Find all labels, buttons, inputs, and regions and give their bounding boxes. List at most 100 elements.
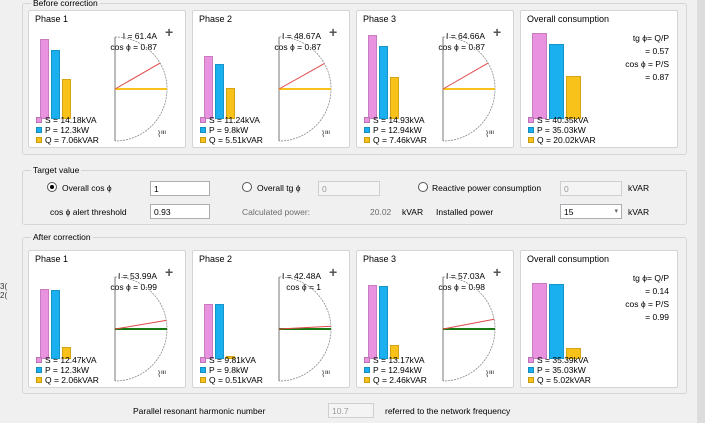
calculated-power-value: 20.02: [370, 207, 392, 217]
swatch-p: [36, 127, 42, 133]
apparent-power: S = 35.39kVA: [537, 355, 589, 365]
phase-readout: I = 64.66A cos ϕ = 0.87: [433, 31, 485, 53]
swatch-s: [200, 117, 206, 123]
overall-tg-label: Overall tg ϕ: [257, 183, 301, 193]
legend-q: Q = 5.02kVAR: [528, 375, 591, 385]
plus-icon[interactable]: +: [165, 24, 174, 40]
phase-cos: cos ϕ = 0.87: [110, 42, 157, 52]
gauge-apparent-line: [114, 319, 167, 330]
legend-q: Q = 2.46kVAR: [364, 375, 427, 385]
swatch-q: [528, 377, 534, 383]
apparent-power: S = 9.81kVA: [209, 355, 256, 365]
swatch-s: [364, 117, 370, 123]
reactive-power: Q = 2.06kVAR: [45, 375, 99, 385]
installed-power-label: Installed power: [436, 207, 494, 217]
coil-icon: ⌇ᐦᐦ: [157, 129, 166, 139]
before-overall-panel: Overall consumption S = 40.35kVA P = 35.…: [520, 10, 678, 148]
overall-cos-radio[interactable]: [47, 182, 57, 192]
reactive-power-radio[interactable]: [418, 182, 428, 192]
tg-label: tg ϕ= Q/P: [632, 273, 669, 283]
phase-legend: S = 11.24kVA P = 9.8kW Q = 5.51kVAR: [200, 115, 263, 145]
installed-power-select[interactable]: 15 ▾: [560, 204, 622, 219]
reactive-power: Q = 7.06kVAR: [45, 135, 99, 145]
overall-tg-input[interactable]: 0: [318, 181, 380, 196]
bar-s: [532, 33, 547, 119]
swatch-p: [528, 127, 534, 133]
plus-icon[interactable]: +: [329, 264, 338, 280]
apparent-power: S = 14.18kVA: [45, 115, 97, 125]
phase-bar-chart: [36, 29, 104, 119]
phase-legend: S = 13.17kVA P = 12.94kW Q = 2.46kVAR: [364, 355, 427, 385]
bar-q: [566, 348, 581, 359]
phase-current: I = 64.66A: [446, 31, 485, 41]
overall-title: Overall consumption: [527, 14, 610, 24]
apparent-power: S = 40.35kVA: [537, 115, 589, 125]
phase-bar-chart: [364, 29, 432, 119]
legend-q: Q = 5.51kVAR: [200, 135, 263, 145]
cos-value: = 0.99: [645, 312, 669, 322]
legend-s: S = 13.17kVA: [364, 355, 427, 365]
legend-q: Q = 7.46kVAR: [364, 135, 427, 145]
bar-q: [390, 77, 399, 119]
bar-p: [379, 286, 388, 359]
bar-p: [549, 284, 564, 359]
legend-p: P = 12.3kW: [36, 365, 99, 375]
swatch-q: [364, 377, 370, 383]
phase-legend: S = 14.18kVA P = 12.3kW Q = 7.06kVAR: [36, 115, 99, 145]
active-power: P = 12.3kW: [45, 365, 90, 375]
active-power: P = 12.94kW: [373, 125, 422, 135]
coil-icon: ⌇ᐦᐦ: [485, 369, 494, 379]
phase-readout: I = 57.03A cos ϕ = 0.98: [433, 271, 485, 293]
phase-cos: cos ϕ = 0.87: [274, 42, 321, 52]
after-overall-panel: Overall consumption S = 35.39kVA P = 35.…: [520, 250, 678, 388]
legend-q: Q = 2.06kVAR: [36, 375, 99, 385]
phase-cos: cos ϕ = 0.99: [110, 282, 157, 292]
installed-power-unit: kVAR: [628, 207, 650, 217]
reactive-power: Q = 2.46kVAR: [373, 375, 427, 385]
cos-label: cos ϕ = P/S: [625, 299, 669, 309]
phase-title: Phase 1: [35, 254, 69, 264]
swatch-p: [364, 127, 370, 133]
apparent-power: S = 13.17kVA: [373, 355, 425, 365]
plus-icon[interactable]: +: [493, 24, 502, 40]
after-correction-title: After correction: [31, 232, 93, 242]
phase-bar-chart: [200, 29, 268, 119]
phase-cos: cos ϕ = 1: [286, 282, 321, 292]
overall-tg-radio[interactable]: [242, 182, 252, 192]
tg-value: = 0.57: [645, 46, 669, 56]
background-edge-text-1: 3(: [0, 282, 8, 291]
legend-p: P = 35.03kW: [528, 365, 591, 375]
bar-p: [51, 290, 60, 359]
background-window-edge: [697, 0, 705, 423]
bar-q: [566, 76, 581, 119]
overall-legend: S = 40.35kVA P = 35.03kW Q = 20.02kVAR: [528, 115, 596, 145]
chevron-down-icon: ▾: [614, 208, 618, 215]
phase-readout: I = 53.99A cos ϕ = 0.99: [105, 271, 157, 293]
bar-q: [62, 79, 71, 119]
harmonic-number-input[interactable]: 10.7: [328, 403, 374, 418]
plus-icon[interactable]: +: [493, 264, 502, 280]
reactive-power-input[interactable]: 0: [560, 181, 622, 196]
legend-p: P = 12.3kW: [36, 125, 99, 135]
background-edge-text-2: 2(: [0, 291, 8, 300]
legend-s: S = 40.35kVA: [528, 115, 596, 125]
plus-icon[interactable]: +: [165, 264, 174, 280]
overall-bar-chart: [528, 269, 596, 359]
overall-bar-chart: [528, 29, 596, 119]
bar-q: [226, 356, 235, 359]
legend-s: S = 9.81kVA: [200, 355, 263, 365]
reactive-power: Q = 5.51kVAR: [209, 135, 263, 145]
legend-s: S = 11.24kVA: [200, 115, 263, 125]
bar-s: [368, 35, 377, 119]
plus-icon[interactable]: +: [329, 24, 338, 40]
alert-threshold-input[interactable]: 0.93: [150, 204, 210, 219]
bar-s: [40, 289, 49, 359]
legend-q: Q = 20.02kVAR: [528, 135, 596, 145]
phase-bar-chart: [200, 269, 268, 359]
calculated-power-label: Calculated power:: [242, 207, 311, 217]
overall-cos-label: Overall cos ϕ: [62, 183, 112, 193]
bar-p: [215, 64, 224, 119]
overall-cos-input[interactable]: 1: [150, 181, 210, 196]
phase-title: Phase 2: [199, 254, 233, 264]
phase-vector-gauge: [278, 276, 332, 382]
